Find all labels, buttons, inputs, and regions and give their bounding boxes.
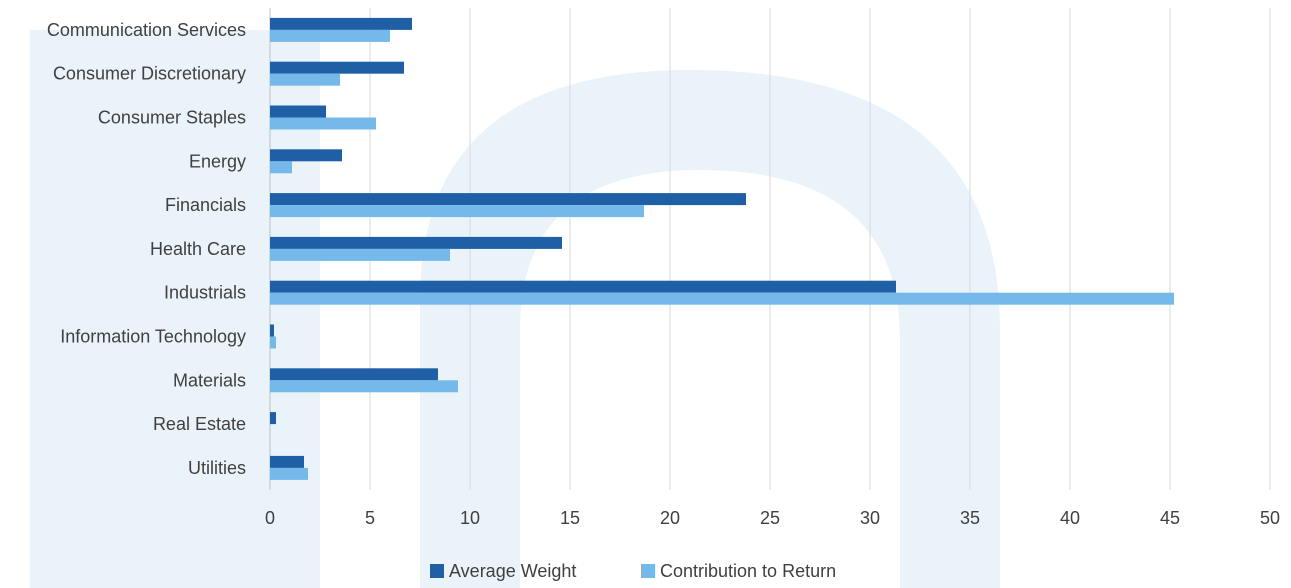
category-label: Health Care bbox=[150, 239, 246, 259]
legend-label: Contribution to Return bbox=[660, 561, 836, 581]
category-label: Energy bbox=[189, 151, 246, 171]
bar-average-weight bbox=[270, 455, 304, 468]
bar-average-weight bbox=[270, 193, 746, 206]
bar-average-weight bbox=[270, 412, 276, 425]
bar-contribution-to-return bbox=[270, 117, 376, 130]
bar-average-weight bbox=[270, 105, 326, 118]
watermark-shape-left bbox=[30, 30, 320, 588]
bar-contribution-to-return bbox=[270, 380, 458, 393]
category-label: Industrials bbox=[164, 283, 246, 303]
category-label: Utilities bbox=[188, 458, 246, 478]
watermark-shape-arch bbox=[420, 70, 1000, 588]
bar-average-weight bbox=[270, 17, 412, 30]
x-tick-label: 10 bbox=[460, 508, 480, 528]
x-tick-label: 15 bbox=[560, 508, 580, 528]
x-tick-label: 40 bbox=[1060, 508, 1080, 528]
legend-swatch bbox=[641, 564, 655, 578]
bar-average-weight bbox=[270, 149, 342, 162]
x-tick-labels: 0 5 10 15 20 25 30 35 40 45 50 bbox=[265, 508, 1280, 528]
x-tick-label: 5 bbox=[365, 508, 375, 528]
x-tick-label: 0 bbox=[265, 508, 275, 528]
bar-contribution-to-return bbox=[270, 205, 644, 218]
legend-swatch bbox=[430, 564, 444, 578]
x-tick-label: 45 bbox=[1160, 508, 1180, 528]
bar-average-weight bbox=[270, 280, 896, 293]
bar-average-weight bbox=[270, 236, 562, 249]
category-label: Consumer Discretionary bbox=[53, 64, 246, 84]
bars bbox=[270, 17, 1174, 480]
legend: Average Weight Contribution to Return bbox=[430, 561, 836, 581]
x-tick-label: 20 bbox=[660, 508, 680, 528]
bar-average-weight bbox=[270, 368, 438, 381]
category-label: Real Estate bbox=[153, 414, 246, 434]
bar-contribution-to-return bbox=[270, 248, 450, 261]
bar-contribution-to-return bbox=[270, 161, 292, 174]
x-tick-label: 30 bbox=[860, 508, 880, 528]
category-labels: Communication Services Consumer Discretio… bbox=[47, 20, 246, 478]
legend-label: Average Weight bbox=[449, 561, 576, 581]
category-label: Communication Services bbox=[47, 20, 246, 40]
bar-average-weight bbox=[270, 61, 404, 74]
bar-contribution-to-return bbox=[270, 467, 308, 480]
category-label: Consumer Staples bbox=[98, 108, 246, 128]
category-label: Financials bbox=[165, 195, 246, 215]
bar-average-weight bbox=[270, 324, 274, 337]
bar-contribution-to-return bbox=[270, 73, 340, 86]
gridlines bbox=[269, 8, 1271, 490]
bar-contribution-to-return bbox=[270, 29, 390, 42]
category-label: Information Technology bbox=[60, 327, 246, 347]
bar-contribution-to-return bbox=[270, 292, 1174, 305]
x-tick-label: 35 bbox=[960, 508, 980, 528]
x-tick-label: 50 bbox=[1260, 508, 1280, 528]
x-tick-label: 25 bbox=[760, 508, 780, 528]
category-label: Materials bbox=[173, 370, 246, 390]
bar-contribution-to-return bbox=[270, 336, 276, 349]
